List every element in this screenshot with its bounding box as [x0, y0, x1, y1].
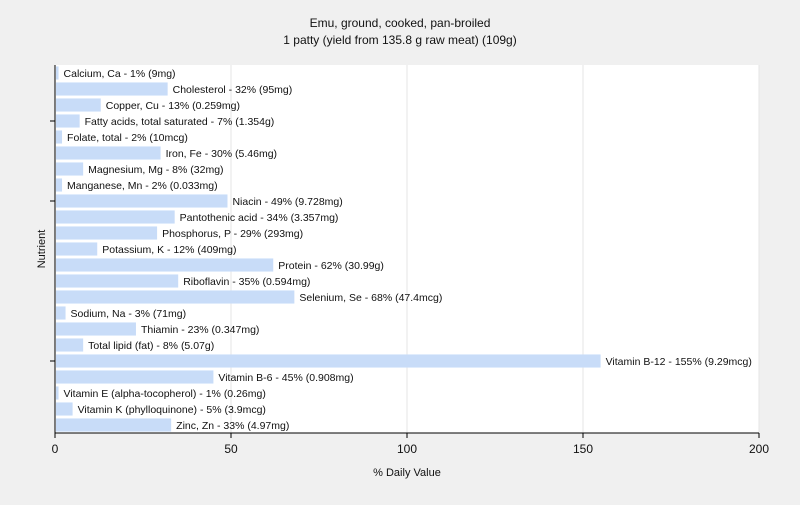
bar: [56, 98, 101, 112]
bar-label: Sodium, Na - 3% (71mg): [71, 308, 187, 320]
bar-label: Vitamin K (phylloquinone) - 5% (3.9mcg): [78, 404, 266, 416]
x-tick-label: 150: [573, 442, 593, 456]
bar: [56, 210, 175, 224]
x-tick-label: 0: [52, 442, 59, 456]
bars: Calcium, Ca - 1% (9mg) Cholesterol - 32% …: [56, 66, 752, 432]
chart-title: Emu, ground, cooked, pan-broiled: [310, 16, 491, 30]
bar-label: Folate, total - 2% (10mcg): [67, 132, 188, 144]
bar: [56, 386, 59, 400]
bar: [56, 338, 84, 352]
bar-label: Zinc, Zn - 33% (4.97mg): [176, 420, 289, 432]
bar: [56, 194, 228, 208]
x-tick-label: 200: [749, 442, 769, 456]
y-axis-label: Nutrient: [36, 230, 48, 269]
bar: [56, 82, 168, 96]
bar: [56, 402, 73, 416]
bar: [56, 354, 601, 368]
bar-label: Thiamin - 23% (0.347mg): [141, 324, 259, 336]
bar: [56, 226, 158, 240]
x-tick-label: 50: [224, 442, 238, 456]
bar-label: Total lipid (fat) - 8% (5.07g): [88, 340, 214, 352]
bar-label: Fatty acids, total saturated - 7% (1.354…: [85, 116, 275, 128]
bar: [56, 274, 179, 288]
bar-label: Copper, Cu - 13% (0.259mg): [106, 100, 240, 112]
bar-label: Vitamin B-6 - 45% (0.908mg): [218, 372, 353, 384]
bar: [56, 178, 63, 192]
axes: 0 50 100 150 200: [50, 65, 769, 456]
bar: [56, 258, 274, 272]
bar: [56, 306, 66, 320]
bar: [56, 290, 295, 304]
bar: [56, 162, 84, 176]
bar: [56, 146, 161, 160]
bar-label: Riboflavin - 35% (0.594mg): [183, 276, 310, 288]
bar-label: Potassium, K - 12% (409mg): [102, 244, 236, 256]
bar: [56, 322, 136, 336]
bar: [56, 370, 214, 384]
bar-label: Pantothenic acid - 34% (3.357mg): [180, 212, 339, 224]
bar-label: Manganese, Mn - 2% (0.033mg): [67, 180, 218, 192]
bar-label: Magnesium, Mg - 8% (32mg): [88, 164, 223, 176]
grid-lines: [230, 65, 760, 433]
x-tick-label: 100: [397, 442, 417, 456]
chart-subtitle: 1 patty (yield from 135.8 g raw meat) (1…: [283, 33, 516, 47]
x-axis-label: % Daily Value: [373, 467, 441, 479]
bar-label: Niacin - 49% (9.728mg): [232, 196, 342, 208]
bar-label: Phosphorus, P - 29% (293mg): [162, 228, 303, 240]
bar-label: Selenium, Se - 68% (47.4mcg): [299, 292, 442, 304]
bar-label: Protein - 62% (30.99g): [278, 260, 384, 272]
bar-label: Iron, Fe - 30% (5.46mg): [166, 148, 277, 160]
bar: [56, 130, 63, 144]
bar: [56, 66, 59, 80]
bar-label: Calcium, Ca - 1% (9mg): [64, 68, 176, 80]
bar: [56, 242, 98, 256]
bar: [56, 114, 80, 128]
bar-label: Cholesterol - 32% (95mg): [173, 84, 293, 96]
bar: [56, 418, 172, 432]
bar-label: Vitamin E (alpha-tocopherol) - 1% (0.26m…: [64, 388, 266, 400]
bar-label: Vitamin B-12 - 155% (9.29mcg): [606, 356, 752, 368]
